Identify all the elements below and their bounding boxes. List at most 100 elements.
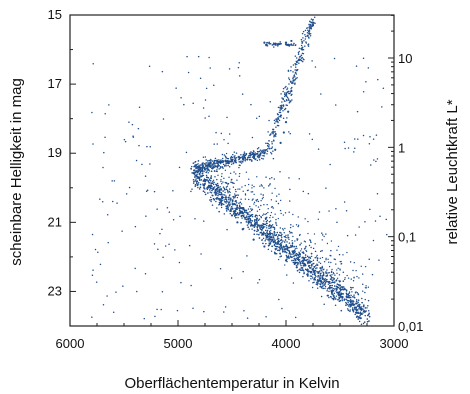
star-point bbox=[257, 200, 260, 203]
star-point bbox=[275, 133, 277, 135]
star-point bbox=[216, 178, 218, 181]
star-point bbox=[230, 207, 232, 209]
star-point bbox=[310, 26, 312, 29]
star-point bbox=[303, 257, 306, 259]
star-point bbox=[288, 256, 290, 259]
star-point bbox=[327, 281, 330, 283]
star-point bbox=[274, 248, 277, 250]
star-point bbox=[272, 236, 275, 239]
star-point bbox=[235, 159, 237, 162]
star-point bbox=[316, 280, 318, 282]
star-point bbox=[333, 281, 336, 283]
star-point bbox=[316, 254, 318, 257]
star-point bbox=[115, 291, 117, 293]
star-point bbox=[209, 196, 212, 199]
star-point bbox=[201, 165, 204, 168]
star-point bbox=[207, 166, 209, 169]
star-point bbox=[97, 251, 99, 253]
star-point bbox=[315, 283, 318, 285]
star-point bbox=[232, 208, 234, 210]
star-point bbox=[248, 159, 251, 161]
star-point bbox=[287, 234, 289, 236]
star-point bbox=[297, 261, 299, 264]
star-point bbox=[318, 261, 320, 263]
star-point bbox=[324, 287, 326, 290]
star-point bbox=[212, 197, 215, 200]
star-point bbox=[210, 187, 212, 189]
star-point bbox=[278, 42, 280, 45]
star-point bbox=[219, 197, 221, 200]
star-point bbox=[282, 98, 284, 101]
star-point bbox=[233, 171, 235, 173]
star-point bbox=[270, 199, 273, 201]
star-point bbox=[296, 63, 298, 66]
star-point bbox=[254, 152, 257, 154]
star-point bbox=[282, 87, 285, 90]
star-point bbox=[233, 213, 235, 215]
star-point bbox=[219, 161, 222, 163]
star-point bbox=[138, 106, 141, 109]
star-point bbox=[314, 243, 316, 245]
star-point bbox=[258, 233, 260, 236]
star-point bbox=[223, 187, 226, 190]
star-point bbox=[298, 271, 301, 274]
star-point bbox=[288, 78, 291, 81]
star-point bbox=[235, 201, 238, 204]
star-point bbox=[264, 232, 266, 235]
star-point bbox=[257, 229, 259, 232]
star-point bbox=[194, 165, 196, 167]
star-point bbox=[322, 287, 324, 290]
star-point bbox=[210, 158, 212, 161]
y-tick-label: 19 bbox=[48, 145, 62, 160]
star-point bbox=[245, 209, 247, 211]
star-point bbox=[322, 272, 325, 275]
star-point bbox=[238, 207, 241, 210]
star-point bbox=[343, 141, 346, 144]
star-point bbox=[275, 200, 278, 203]
star-point bbox=[254, 218, 256, 221]
star-point bbox=[220, 179, 222, 181]
star-point bbox=[144, 273, 147, 275]
star-point bbox=[196, 175, 198, 178]
star-point bbox=[285, 244, 288, 246]
star-point bbox=[293, 262, 296, 264]
star-point bbox=[332, 293, 334, 296]
star-point bbox=[353, 138, 356, 140]
star-point bbox=[205, 174, 208, 177]
star-point bbox=[362, 134, 365, 137]
star-point bbox=[206, 164, 208, 166]
star-point bbox=[273, 134, 276, 137]
right-axis-title: relative Leuchtkraft L* bbox=[444, 99, 461, 244]
star-point bbox=[291, 250, 293, 252]
star-point bbox=[303, 264, 306, 266]
star-point bbox=[261, 152, 263, 154]
star-point bbox=[286, 249, 289, 251]
star-point bbox=[238, 202, 240, 204]
star-point bbox=[367, 314, 369, 317]
star-point bbox=[94, 248, 97, 251]
star-point bbox=[314, 272, 316, 275]
star-point bbox=[326, 242, 329, 245]
star-point bbox=[258, 150, 261, 153]
star-point bbox=[123, 138, 126, 141]
star-point bbox=[223, 154, 226, 156]
star-point bbox=[354, 147, 356, 150]
star-point bbox=[230, 277, 233, 279]
star-point bbox=[284, 227, 286, 230]
star-point bbox=[222, 167, 224, 170]
star-point bbox=[333, 294, 335, 297]
star-point bbox=[282, 131, 285, 134]
star-point bbox=[294, 248, 297, 250]
star-point bbox=[277, 236, 279, 238]
star-point bbox=[197, 160, 200, 162]
star-point bbox=[213, 161, 215, 164]
star-point bbox=[335, 290, 337, 292]
star-point bbox=[263, 155, 265, 157]
star-point bbox=[187, 71, 190, 74]
star-point bbox=[355, 299, 358, 301]
star-point bbox=[287, 255, 290, 258]
star-point bbox=[295, 245, 297, 248]
star-point bbox=[328, 261, 330, 263]
star-point bbox=[270, 153, 273, 155]
star-point bbox=[265, 142, 267, 145]
